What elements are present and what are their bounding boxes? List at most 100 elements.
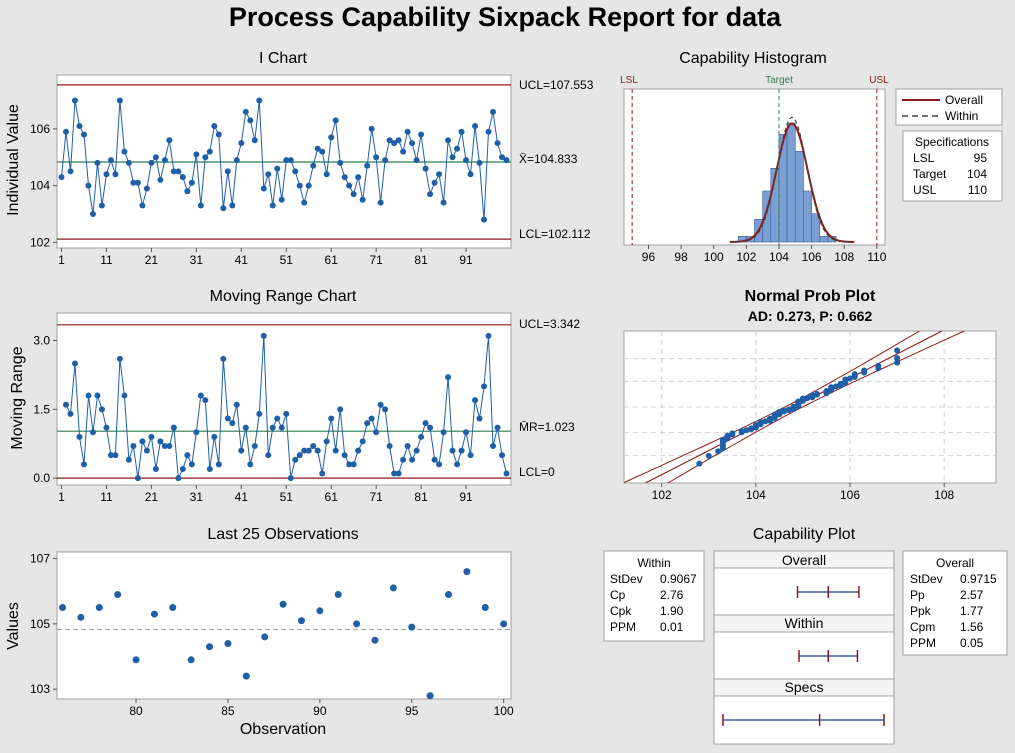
x-tick-label: 1 [58,490,65,504]
x-tick-label: 85 [221,704,235,718]
data-point [94,392,101,399]
within-stat-key: Cp [610,588,626,602]
overall-stat-key: PPM [910,636,936,650]
x-tick-label: 51 [280,490,294,504]
data-point [157,176,164,183]
data-point [389,584,397,592]
y-tick-label: 3.0 [33,334,50,348]
lsl-label: LSL [620,75,638,86]
data-point [301,447,308,454]
histogram-title: Capability Histogram [679,50,827,67]
data-point [828,384,835,391]
data-point [251,137,258,144]
data-point [103,171,110,178]
data-point [463,157,470,164]
data-point [116,97,123,104]
data-point [170,424,177,431]
data-point [851,371,858,378]
data-point [368,415,375,422]
data-point [80,131,87,138]
data-point [426,692,434,700]
data-point [206,148,213,155]
last25-chart: Observation Values 103 105 107 80 85 90 95 100 [5,551,514,738]
data-point [170,168,177,175]
data-point [261,633,269,641]
data-point [436,171,443,178]
data-point [427,191,434,198]
data-point [316,607,324,615]
within-stat-key: PPM [610,620,636,634]
x-tick-label: 100 [494,704,514,718]
report-title: Process Capability Sixpack Report for da… [229,2,782,32]
data-point [279,600,287,608]
mr-chart: UCL=3.342 M̄R=1.023 LCL=0 Moving Range 0… [9,312,580,504]
x-tick-label: 31 [190,490,204,504]
data-point [89,210,96,217]
data-point [229,420,236,427]
data-point [143,447,150,454]
data-point [499,154,506,161]
data-point [790,403,797,410]
data-point [206,465,213,472]
overall-stat-key: StDev [910,572,943,586]
data-point [809,392,816,399]
overall-curve [729,122,855,243]
data-point [166,137,173,144]
data-point [274,165,281,172]
last25-title: Last 25 Observations [207,526,358,543]
overall-stats-box [902,550,1008,656]
data-point [332,117,339,124]
data-point [292,168,299,175]
data-point [116,355,123,362]
data-point [776,408,783,415]
data-point [211,123,218,130]
data-point [179,174,186,181]
data-point [431,179,438,186]
spec-usl-key: USL [913,183,937,197]
data-point [413,157,420,164]
data-point [337,159,344,166]
mr-chart-ucl-label: UCL=3.342 [519,317,580,331]
data-point [206,643,214,651]
data-point [485,128,492,135]
data-point [752,422,759,429]
within-stat-value: 2.76 [660,588,684,602]
data-point [757,419,764,426]
histogram-bar [811,213,821,243]
data-point [373,154,380,161]
data-point [355,174,362,181]
data-point [143,185,150,192]
data-point [233,157,240,164]
data-point [224,639,232,647]
x-tick-label: 61 [325,253,339,267]
i-chart-lcl-label: LCL=102.112 [519,227,591,241]
y-tick-label: 102 [30,235,50,249]
within-stat-value: 0.9067 [660,572,697,586]
data-point [823,388,830,395]
data-point [705,452,712,459]
data-point [314,447,321,454]
data-point [269,202,276,209]
data-point [472,397,479,404]
x-tick-label: 91 [459,490,473,504]
data-point [242,108,249,115]
data-point [418,433,425,440]
data-point [355,447,362,454]
data-point [310,162,317,169]
y-tick-label: 104 [30,179,50,193]
data-point [184,188,191,195]
data-point [197,392,204,399]
data-point [76,433,83,440]
overall-stat-key: Pp [910,588,925,602]
x-tick-label: 108 [934,488,954,502]
data-point [296,182,303,189]
overall-panel-header [713,550,895,569]
i-chart: UCL=107.553 X̄=104.833 LCL=102.112 Indiv… [5,74,594,267]
y-tick-label: 1.5 [33,402,50,416]
data-point [391,140,398,147]
data-point [134,179,141,186]
data-point [175,168,182,175]
data-point [404,128,411,135]
i-chart-center-label: X̄=104.833 [519,152,578,166]
data-point [341,452,348,459]
